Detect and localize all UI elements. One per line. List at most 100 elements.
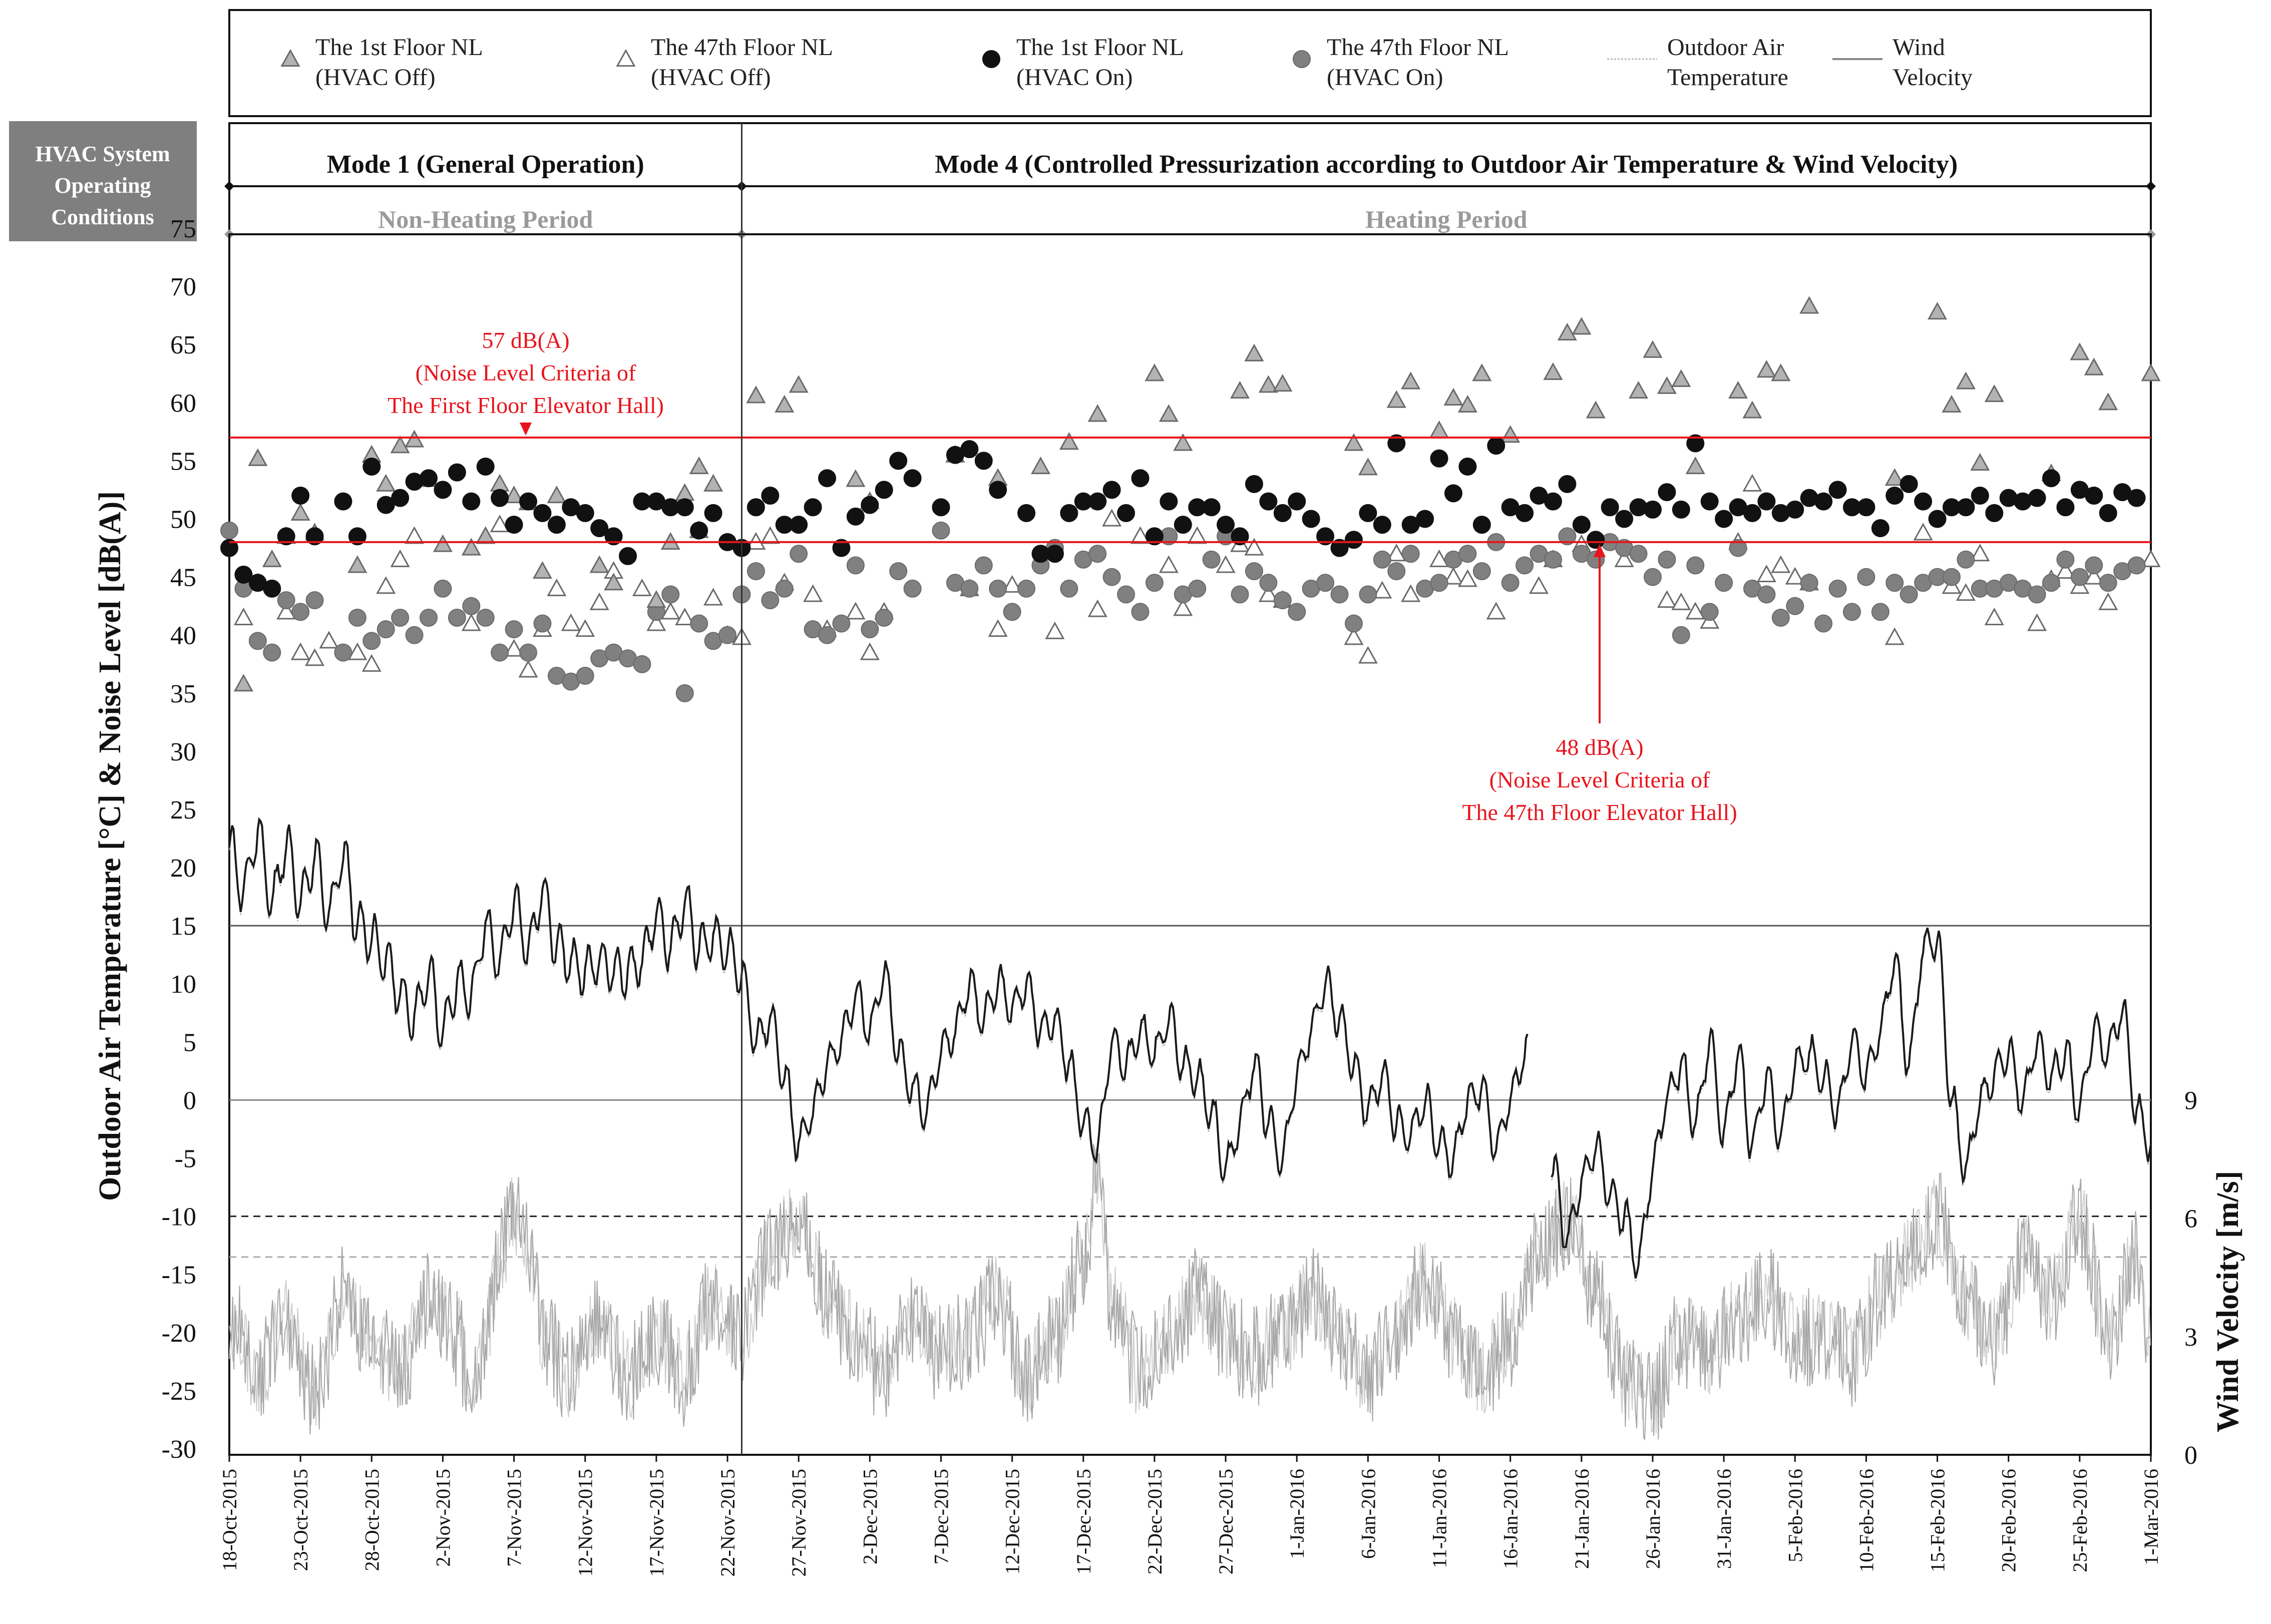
point-47th-floor-hvac-off [646, 613, 666, 631]
point-47th-floor-hvac-off [1216, 555, 1236, 573]
point-1st-floor-hvac-on [1430, 449, 1448, 468]
point-1st-floor-hvac-on [1316, 527, 1335, 546]
point-47th-floor-hvac-on [2056, 550, 2075, 569]
point-47th-floor-hvac-on [690, 614, 708, 633]
point-1st-floor-hvac-on [1174, 516, 1192, 534]
x-tick-label: 25-Feb-2016 [2069, 1469, 2091, 1572]
point-47th-floor-hvac-off [589, 592, 609, 610]
point-47th-floor-hvac-on [1814, 614, 1833, 633]
point-47th-floor-hvac-off [1244, 538, 1264, 556]
point-1st-floor-hvac-off [1429, 420, 1449, 439]
x-tick-label: 7-Dec-2015 [930, 1469, 952, 1564]
point-1st-floor-hvac-on [348, 527, 366, 546]
point-47th-floor-hvac-on [505, 620, 523, 639]
x-tick-label: 7-Nov-2015 [503, 1469, 526, 1567]
point-1st-floor-hvac-on [1245, 475, 1263, 493]
point-1st-floor-hvac-on [804, 498, 822, 517]
point-1st-floor-hvac-on [832, 539, 851, 557]
point-47th-floor-hvac-off [1671, 592, 1691, 610]
point-1st-floor-hvac-on [2042, 469, 2060, 488]
x-tick-label: 10-Feb-2016 [1855, 1469, 1877, 1572]
annotation-48-arrowhead [1594, 544, 1606, 557]
point-47th-floor-hvac-on [790, 545, 808, 563]
point-47th-floor-hvac-on [718, 626, 737, 644]
point-47th-floor-hvac-on [305, 591, 324, 610]
point-1st-floor-hvac-on [1045, 545, 1064, 563]
point-47th-floor-hvac-off [390, 549, 410, 567]
x-tick-label: 12-Dec-2015 [1001, 1469, 1024, 1574]
point-1st-floor-hvac-off [589, 555, 609, 573]
annotation-57-line-2: (Noise Level Criteria of [416, 360, 636, 385]
point-47th-floor-hvac-off [1258, 584, 1278, 602]
point-47th-floor-hvac-off [1159, 555, 1179, 573]
point-1st-floor-hvac-on [1572, 516, 1591, 534]
point-1st-floor-hvac-off [1059, 432, 1079, 450]
point-1st-floor-hvac-on [1558, 475, 1577, 493]
point-47th-floor-hvac-on [1316, 574, 1335, 592]
point-47th-floor-hvac-on [476, 608, 495, 627]
point-1st-floor-hvac-on [1885, 487, 1904, 505]
y-right-tick-label-9: 9 [2184, 1086, 2197, 1115]
point-47th-floor-hvac-off [2141, 549, 2161, 567]
point-47th-floor-hvac-on [291, 603, 310, 621]
point-47th-floor-hvac-on [1060, 579, 1078, 598]
point-1st-floor-hvac-on [1615, 510, 1634, 528]
point-47th-floor-hvac-off [1358, 646, 1378, 664]
point-47th-floor-hvac-on [1516, 556, 1534, 575]
point-47th-floor-hvac-on [1231, 585, 1249, 604]
x-tick-label: 2-Nov-2015 [432, 1469, 454, 1567]
point-1st-floor-hvac-off [646, 590, 666, 608]
legend-label-2: Velocity [1893, 64, 1973, 91]
legend-item-tri_white: The 47th Floor NL (HVAC Off) [616, 34, 833, 91]
point-1st-floor-hvac-off [547, 485, 567, 504]
point-1st-floor-hvac-off [1500, 425, 1521, 443]
point-1st-floor-hvac-off [405, 430, 425, 448]
point-1st-floor-hvac-off [2084, 357, 2104, 375]
y-right-tick-label-3: 3 [2184, 1323, 2197, 1352]
point-47th-floor-hvac-on [1003, 603, 1021, 621]
x-tick-label: 15-Feb-2016 [1927, 1469, 1949, 1572]
point-47th-floor-hvac-on [462, 597, 481, 615]
temperature-line [228, 817, 1529, 1183]
point-47th-floor-hvac-on [1828, 579, 1847, 598]
x-tick-label: 22-Dec-2015 [1144, 1469, 1166, 1574]
point-47th-floor-hvac-on [1629, 545, 1648, 563]
hvac-label-box [9, 121, 197, 241]
period-label-1: Non-Heating Period [378, 205, 593, 233]
y-tick-label-15: 15 [170, 912, 196, 941]
legend-item-tri_gray: The 1st Floor NL (HVAC Off) [280, 34, 483, 91]
point-1st-floor-hvac-on [1715, 510, 1733, 528]
point-1st-floor-hvac-on [1928, 510, 1947, 528]
point-1st-floor-hvac-off [1258, 375, 1278, 393]
point-1st-floor-hvac-on [1017, 504, 1036, 522]
point-1st-floor-hvac-on [1900, 475, 1918, 493]
point-1st-floor-hvac-on [220, 539, 238, 557]
point-47th-floor-hvac-off [1443, 567, 1463, 585]
y-tick-label-75: 75 [170, 215, 196, 243]
point-47th-floor-hvac-off [1386, 544, 1406, 562]
point-1st-floor-hvac-off [1628, 380, 1649, 399]
y-tick-label--15: -15 [162, 1261, 196, 1290]
point-47th-floor-hvac-off [703, 588, 723, 606]
point-47th-floor-hvac-off [660, 602, 680, 620]
point-47th-floor-hvac-off [1102, 509, 1122, 527]
x-tick-label: 18-Oct-2015 [218, 1469, 241, 1571]
point-47th-floor-hvac-on [960, 579, 979, 598]
point-47th-floor-hvac-off [675, 607, 695, 625]
point-1st-floor-hvac-on [1202, 498, 1221, 517]
point-1st-floor-hvac-off [1771, 363, 1791, 381]
point-47th-floor-hvac-off [1457, 569, 1477, 587]
legend-label-2: (HVAC Off) [315, 64, 436, 91]
point-1st-floor-hvac-on [533, 504, 552, 522]
point-47th-floor-hvac-off [1429, 549, 1449, 567]
point-47th-floor-hvac-off [1372, 581, 1392, 599]
point-1st-floor-hvac-on [1472, 516, 1491, 534]
point-1st-floor-hvac-on [1444, 484, 1462, 503]
point-1st-floor-hvac-on [1117, 504, 1136, 522]
point-1st-floor-hvac-off [1799, 296, 1819, 314]
point-1st-floor-hvac-on [590, 519, 609, 538]
point-47th-floor-hvac-on [861, 620, 879, 639]
point-47th-floor-hvac-off [1956, 583, 1976, 601]
x-tick-label: 22-Nov-2015 [716, 1469, 739, 1577]
point-1st-floor-hvac-on [277, 527, 295, 546]
